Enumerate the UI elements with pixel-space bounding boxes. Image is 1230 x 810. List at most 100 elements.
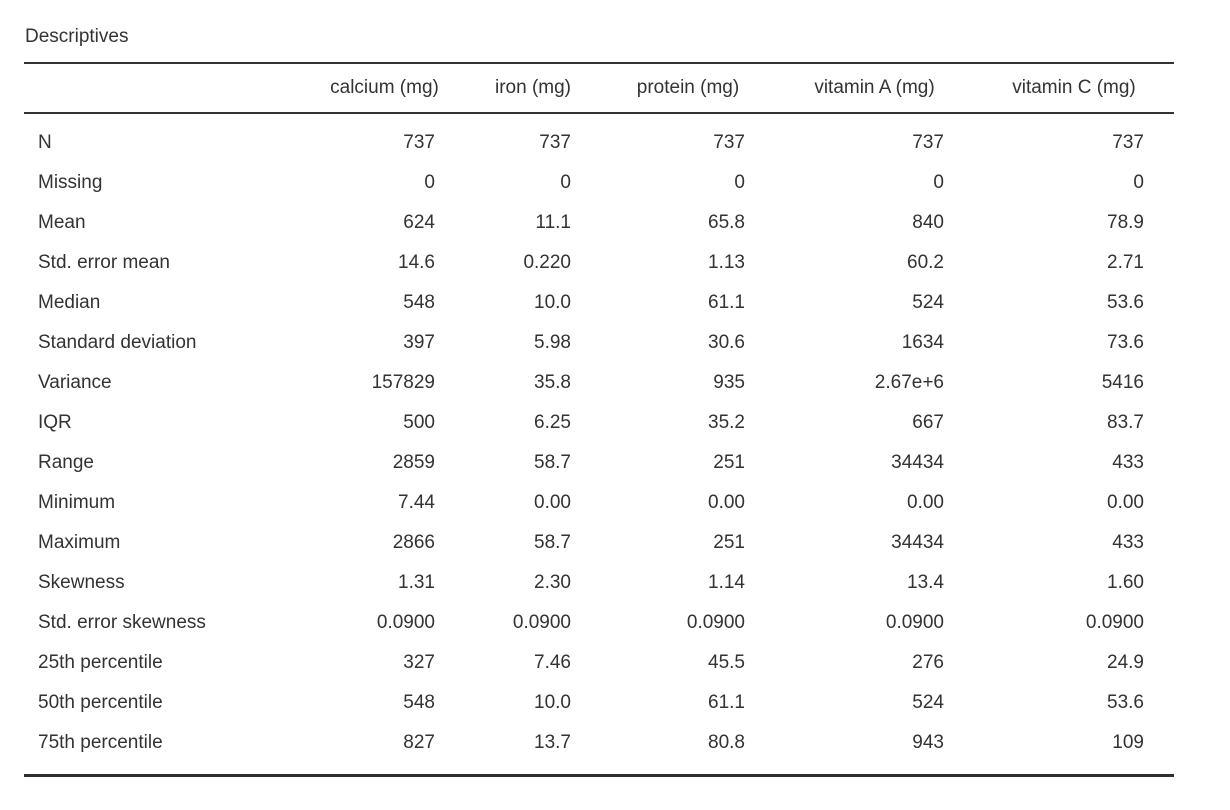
cell: 0.0900 xyxy=(376,612,435,633)
cell: 0.0900 xyxy=(885,612,944,633)
header-row: calcium (mg) iron (mg) protein (mg) vita… xyxy=(24,63,1174,113)
cell: 13.7 xyxy=(534,732,571,753)
cell: 0 xyxy=(1133,172,1144,193)
row-label: Maximum xyxy=(38,532,121,553)
descriptives-table: calcium (mg) iron (mg) protein (mg) vita… xyxy=(24,62,1174,777)
cell: 737 xyxy=(403,132,435,153)
table-row-mean: Mean 624 11.1 65.8 840 78.9 xyxy=(24,203,1174,243)
cell: 251 xyxy=(713,452,745,473)
cell: 2866 xyxy=(392,532,435,553)
cell: 6.25 xyxy=(534,412,571,433)
row-label: 75th percentile xyxy=(38,732,163,753)
cell: 0.0900 xyxy=(1085,612,1144,633)
row-label: Standard deviation xyxy=(38,332,197,353)
table-row-median: Median 548 10.0 61.1 524 53.6 xyxy=(24,283,1174,323)
corner-cell xyxy=(24,63,304,113)
cell: 327 xyxy=(403,652,435,673)
column-header-vitamin-a: vitamin A (mg) xyxy=(814,77,935,98)
cell: 827 xyxy=(403,732,435,753)
table-row-std-error-mean: Std. error mean 14.6 0.220 1.13 60.2 2.7… xyxy=(24,243,1174,283)
cell: 397 xyxy=(403,332,435,353)
cell: 0.00 xyxy=(534,492,571,513)
cell: 251 xyxy=(713,532,745,553)
cell: 109 xyxy=(1112,732,1144,753)
cell: 24.9 xyxy=(1107,652,1144,673)
row-label: Mean xyxy=(38,212,86,233)
cell: 1.31 xyxy=(398,572,435,593)
cell: 53.6 xyxy=(1107,292,1144,313)
cell: 0 xyxy=(734,172,745,193)
table-row-maximum: Maximum 2866 58.7 251 34434 433 xyxy=(24,523,1174,563)
cell: 34434 xyxy=(891,452,944,473)
cell: 433 xyxy=(1112,452,1144,473)
row-label: Missing xyxy=(38,172,103,193)
row-label: Variance xyxy=(38,372,112,393)
table-row-std-error-skewness: Std. error skewness 0.0900 0.0900 0.0900… xyxy=(24,603,1174,643)
cell: 83.7 xyxy=(1107,412,1144,433)
table-row-standard-deviation: Standard deviation 397 5.98 30.6 1634 73… xyxy=(24,323,1174,363)
column-header-protein: protein (mg) xyxy=(636,77,740,98)
row-label: 25th percentile xyxy=(38,652,163,673)
column-header-vitamin-c: vitamin C (mg) xyxy=(1012,77,1136,98)
cell: 1634 xyxy=(901,332,944,353)
cell: 548 xyxy=(403,692,435,713)
cell: 157829 xyxy=(371,372,435,393)
cell: 840 xyxy=(912,212,944,233)
cell: 737 xyxy=(539,132,571,153)
row-label: Std. error skewness xyxy=(38,612,206,633)
cell: 0 xyxy=(933,172,944,193)
cell: 58.7 xyxy=(534,532,571,553)
table-row-25th-percentile: 25th percentile 327 7.46 45.5 276 24.9 xyxy=(24,643,1174,683)
cell: 7.46 xyxy=(534,652,571,673)
cell: 65.8 xyxy=(708,212,745,233)
row-label: Range xyxy=(38,452,94,473)
table-title: Descriptives xyxy=(25,26,129,47)
cell: 0 xyxy=(424,172,435,193)
table-row-minimum: Minimum 7.44 0.00 0.00 0.00 0.00 xyxy=(24,483,1174,523)
row-label: Minimum xyxy=(38,492,116,513)
cell: 524 xyxy=(912,292,944,313)
row-label: N xyxy=(38,132,52,153)
cell: 14.6 xyxy=(398,252,435,273)
cell: 0 xyxy=(560,172,571,193)
cell: 78.9 xyxy=(1107,212,1144,233)
table-row-range: Range 2859 58.7 251 34434 433 xyxy=(24,443,1174,483)
cell: 2.30 xyxy=(534,572,571,593)
cell: 80.8 xyxy=(708,732,745,753)
cell: 943 xyxy=(912,732,944,753)
cell: 737 xyxy=(912,132,944,153)
cell: 60.2 xyxy=(907,252,944,273)
cell: 10.0 xyxy=(534,292,571,313)
table-row-skewness: Skewness 1.31 2.30 1.14 13.4 1.60 xyxy=(24,563,1174,603)
cell: 276 xyxy=(912,652,944,673)
row-label: Skewness xyxy=(38,572,125,593)
table-row-iqr: IQR 500 6.25 35.2 667 83.7 xyxy=(24,403,1174,443)
cell: 7.44 xyxy=(398,492,435,513)
cell: 0.00 xyxy=(708,492,745,513)
cell: 667 xyxy=(912,412,944,433)
cell: 1.60 xyxy=(1107,572,1144,593)
table-row-missing: Missing 0 0 0 0 0 xyxy=(24,163,1174,203)
cell: 548 xyxy=(403,292,435,313)
cell: 935 xyxy=(713,372,745,393)
cell: 30.6 xyxy=(708,332,745,353)
cell: 2.71 xyxy=(1107,252,1144,273)
cell: 500 xyxy=(403,412,435,433)
cell: 1.14 xyxy=(708,572,745,593)
cell: 35.8 xyxy=(534,372,571,393)
row-label: IQR xyxy=(38,412,72,433)
cell: 53.6 xyxy=(1107,692,1144,713)
cell: 34434 xyxy=(891,532,944,553)
cell: 0.00 xyxy=(1107,492,1144,513)
cell: 73.6 xyxy=(1107,332,1144,353)
row-label: 50th percentile xyxy=(38,692,163,713)
cell: 45.5 xyxy=(708,652,745,673)
cell: 13.4 xyxy=(907,572,944,593)
table-row-50th-percentile: 50th percentile 548 10.0 61.1 524 53.6 xyxy=(24,683,1174,723)
cell: 433 xyxy=(1112,532,1144,553)
cell: 2.67e+6 xyxy=(874,372,944,393)
cell: 1.13 xyxy=(708,252,745,273)
cell: 11.1 xyxy=(535,212,571,233)
cell: 58.7 xyxy=(534,452,571,473)
cell: 35.2 xyxy=(708,412,745,433)
